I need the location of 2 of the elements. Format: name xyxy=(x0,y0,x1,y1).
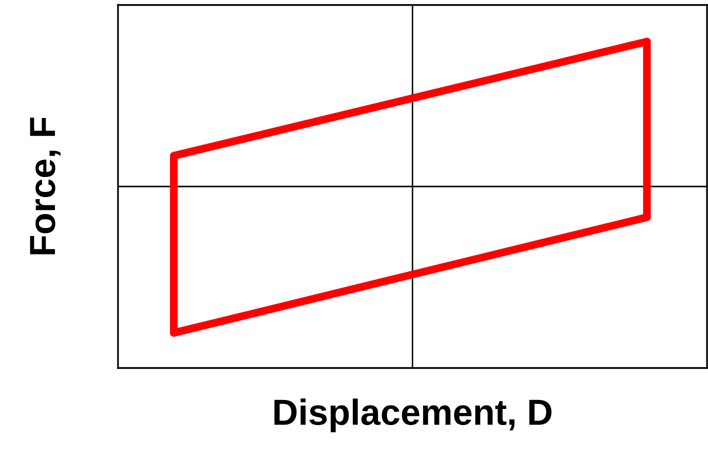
x-axis-title: Displacement, D xyxy=(274,398,552,432)
y-axis-title: Force, F xyxy=(30,118,61,254)
